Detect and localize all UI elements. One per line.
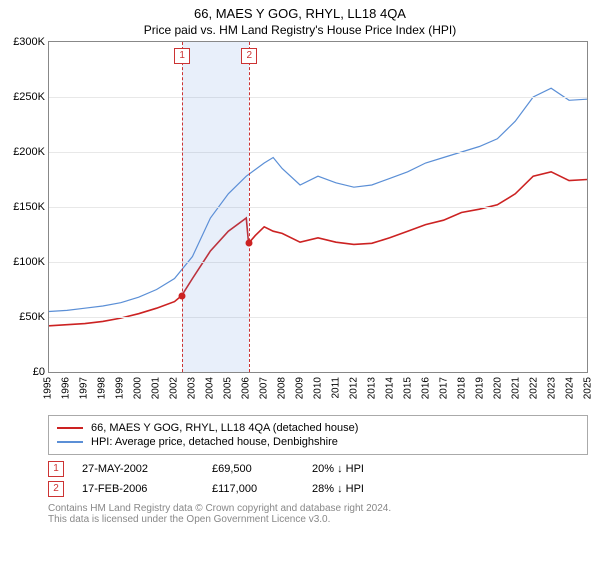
transaction-date: 27-MAY-2002	[82, 463, 212, 475]
legend-item: 66, MAES Y GOG, RHYL, LL18 4QA (detached…	[57, 422, 579, 434]
transaction-price: £117,000	[212, 483, 312, 495]
transaction-marker-icon: 1	[174, 48, 190, 64]
transaction-row: 1 27-MAY-2002 £69,500 20% ↓ HPI	[48, 461, 588, 477]
x-tick-label: 2000	[133, 377, 144, 399]
footer-line: This data is licensed under the Open Gov…	[48, 514, 588, 525]
x-tick-label: 2011	[331, 377, 342, 399]
transaction-delta: 28% ↓ HPI	[312, 483, 364, 495]
x-tick-label: 2018	[457, 377, 468, 399]
legend-swatch	[57, 427, 83, 429]
x-tick-label: 1997	[79, 377, 90, 399]
series-line	[49, 172, 587, 326]
x-tick-label: 2021	[511, 377, 522, 399]
x-tick-label: 2016	[421, 377, 432, 399]
x-tick-label: 2012	[349, 377, 360, 399]
y-tick-label: £200K	[13, 146, 45, 158]
x-tick-label: 2023	[547, 377, 558, 399]
transaction-vline	[182, 42, 183, 372]
legend-item: HPI: Average price, detached house, Denb…	[57, 436, 579, 448]
x-tick-label: 2003	[187, 377, 198, 399]
x-tick-label: 2005	[223, 377, 234, 399]
transaction-price: £69,500	[212, 463, 312, 475]
y-tick-label: £150K	[13, 201, 45, 213]
transaction-marker-icon: 2	[241, 48, 257, 64]
legend-label: HPI: Average price, detached house, Denb…	[91, 436, 338, 448]
x-tick-label: 2015	[403, 377, 414, 399]
x-tick-label: 1996	[61, 377, 72, 399]
x-tick-label: 2017	[439, 377, 450, 399]
chart-subtitle: Price paid vs. HM Land Registry's House …	[0, 23, 600, 37]
y-tick-label: £100K	[13, 256, 45, 268]
transaction-date: 17-FEB-2006	[82, 483, 212, 495]
x-tick-label: 2024	[565, 377, 576, 399]
x-tick-label: 2019	[475, 377, 486, 399]
transaction-delta: 20% ↓ HPI	[312, 463, 364, 475]
transaction-marker-icon: 1	[48, 461, 64, 477]
transaction-row: 2 17-FEB-2006 £117,000 28% ↓ HPI	[48, 481, 588, 497]
transaction-band	[182, 42, 249, 372]
y-tick-label: £50K	[19, 311, 45, 323]
y-tick-label: £250K	[13, 91, 45, 103]
x-tick-label: 2008	[277, 377, 288, 399]
transaction-table: 1 27-MAY-2002 £69,500 20% ↓ HPI 2 17-FEB…	[48, 461, 588, 497]
x-tick-label: 2014	[385, 377, 396, 399]
legend-label: 66, MAES Y GOG, RHYL, LL18 4QA (detached…	[91, 422, 358, 434]
x-tick-label: 2022	[529, 377, 540, 399]
x-tick-label: 1999	[115, 377, 126, 399]
transaction-vline	[249, 42, 250, 372]
transaction-marker-icon: 2	[48, 481, 64, 497]
legend-swatch	[57, 441, 83, 443]
x-tick-label: 2013	[367, 377, 378, 399]
x-tick-label: 2025	[583, 377, 594, 399]
x-tick-label: 2002	[169, 377, 180, 399]
x-axis-labels: 1995199619971998199920002001200220032004…	[48, 373, 588, 409]
x-tick-label: 2006	[241, 377, 252, 399]
x-tick-label: 2010	[313, 377, 324, 399]
legend-box: 66, MAES Y GOG, RHYL, LL18 4QA (detached…	[48, 415, 588, 455]
x-tick-label: 2004	[205, 377, 216, 399]
data-point-marker	[246, 240, 253, 247]
x-tick-label: 2007	[259, 377, 270, 399]
y-tick-label: £300K	[13, 36, 45, 48]
x-tick-label: 2020	[493, 377, 504, 399]
chart-title: 66, MAES Y GOG, RHYL, LL18 4QA	[0, 6, 600, 21]
x-tick-label: 2001	[151, 377, 162, 399]
chart-container: 66, MAES Y GOG, RHYL, LL18 4QA Price pai…	[0, 6, 600, 566]
plot-area: £0£50K£100K£150K£200K£250K£300K12	[48, 41, 588, 373]
x-tick-label: 1995	[43, 377, 54, 399]
x-tick-label: 2009	[295, 377, 306, 399]
x-tick-label: 1998	[97, 377, 108, 399]
footer-attribution: Contains HM Land Registry data © Crown c…	[48, 503, 588, 525]
footer-line: Contains HM Land Registry data © Crown c…	[48, 503, 588, 514]
data-point-marker	[179, 292, 186, 299]
